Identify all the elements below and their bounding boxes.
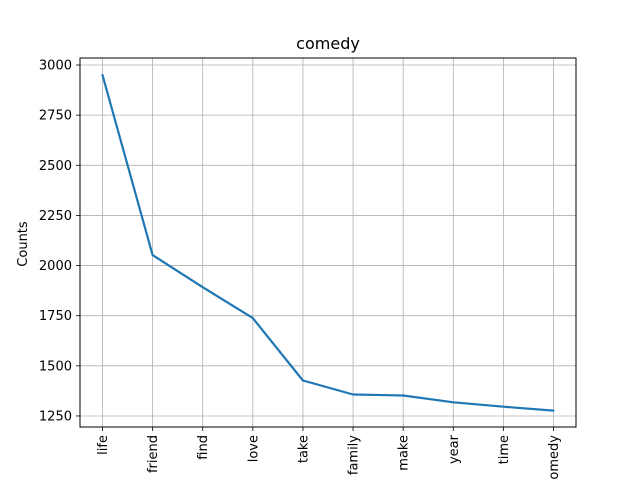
x-tick-label-family: family [347,435,362,475]
x-tick-label-year: year [447,434,462,464]
x-tick-label-life: life [96,435,111,455]
plot-frame [79,57,577,428]
x-axis-ticks: life friend find love take family make year time… [96,427,562,480]
y-axis-label: Counts [16,221,31,267]
y-tick-label: 2750 [39,109,72,124]
y-tick-label: 2250 [39,209,72,224]
x-tick-label-friend: friend [146,435,161,473]
y-tick-label: 2500 [39,159,72,174]
y-tick-label: 2000 [39,259,72,274]
x-tick-label-love: love [246,435,261,462]
y-axis-ticks: 1250 1500 1750 2000 2250 2500 2750 3000 [39,59,80,424]
series-line [101,73,555,412]
x-tick-label-take: take [296,435,311,463]
x-tick-label-find: find [196,435,211,460]
y-tick-label: 1250 [39,409,72,424]
x-tick-label-time: time [497,435,512,464]
x-tick-label-comedy: comedy [547,435,562,480]
chart-title: comedy [296,34,360,53]
y-tick-label: 1500 [39,359,72,374]
y-tick-label: 1750 [39,309,72,324]
grid [80,58,576,427]
series-layer [101,73,555,412]
y-tick-label: 3000 [39,59,72,74]
x-tick-label-make: make [397,435,412,471]
